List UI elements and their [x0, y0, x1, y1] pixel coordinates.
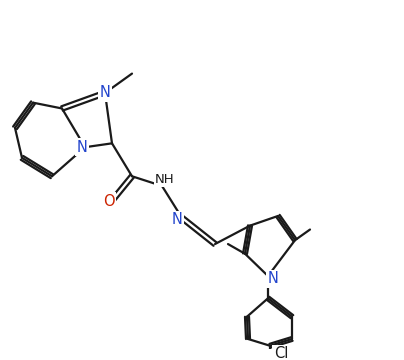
Text: N: N	[172, 212, 183, 228]
Text: N: N	[99, 85, 110, 100]
Text: O: O	[103, 194, 115, 209]
Text: NH: NH	[155, 173, 175, 186]
Text: N: N	[77, 140, 87, 155]
Text: Cl: Cl	[274, 346, 288, 360]
Text: N: N	[267, 271, 278, 287]
